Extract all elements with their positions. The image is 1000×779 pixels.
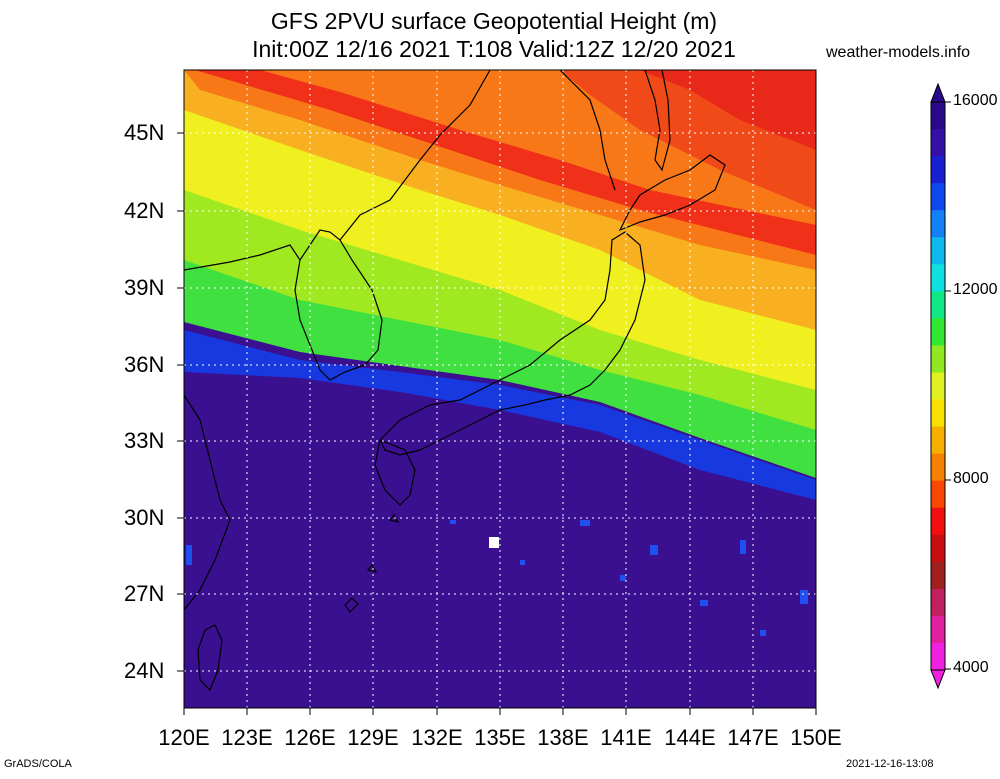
grid-lines — [184, 70, 816, 708]
lon-label: 150E — [790, 725, 842, 750]
colorbar-segment — [931, 264, 945, 292]
colorbar-label: 4000 — [953, 659, 989, 676]
lat-label: 45N — [124, 120, 165, 145]
lon-label: 120E — [158, 725, 210, 750]
footer-right: 2021-12-16-13:08 — [846, 758, 934, 770]
colorbar-segment — [931, 318, 945, 346]
colorbar-segment — [931, 534, 945, 563]
coastlines — [184, 70, 726, 692]
colorbar-label: 16000 — [953, 92, 998, 109]
lat-label: 24N — [124, 658, 165, 683]
lat-label: 42N — [124, 198, 165, 223]
colorbar-segment — [931, 291, 945, 319]
lat-label: 33N — [124, 428, 165, 453]
colorbar-label: 8000 — [953, 470, 989, 487]
lon-label: 135E — [474, 725, 526, 750]
chart-subtitle: Init:00Z 12/16 2021 T:108 Valid:12Z 12/2… — [252, 36, 736, 62]
lon-label: 138E — [537, 725, 589, 750]
lon-label: 144E — [664, 725, 716, 750]
colorbar-segment — [931, 480, 945, 509]
lat-label: 30N — [124, 505, 165, 530]
colorbar-segment — [931, 183, 945, 211]
colorbar-segment — [931, 453, 945, 482]
colorbar-segment — [931, 642, 945, 671]
lat-label: 36N — [124, 352, 165, 377]
colorbar-segment — [931, 129, 945, 157]
field-speckles — [186, 520, 808, 636]
colorbar-top-arrow — [930, 82, 946, 103]
colorbar-label: 12000 — [953, 281, 998, 298]
lon-label: 129E — [347, 725, 399, 750]
colorbar-segment — [931, 426, 945, 455]
lon-label: 147E — [727, 725, 779, 750]
lat-label: 39N — [124, 275, 165, 300]
lon-label: 126E — [284, 725, 336, 750]
colorbar-segment — [931, 156, 945, 184]
footer-left: GrADS/COLA — [4, 758, 72, 770]
colorbar-segment — [931, 588, 945, 617]
axis-ticks — [177, 132, 817, 715]
lat-label: 27N — [124, 581, 165, 606]
lon-label: 132E — [411, 725, 463, 750]
colorbar — [930, 82, 951, 690]
source-label: weather-models.info — [826, 44, 971, 61]
colorbar-segment — [931, 102, 945, 130]
station-marker — [489, 537, 499, 548]
colorbar-bottom-arrow — [930, 669, 946, 690]
colorbar-segment — [931, 345, 945, 373]
colorbar-segment — [931, 615, 945, 644]
field-blue-band — [184, 330, 816, 500]
colorbar-segment — [931, 561, 945, 590]
field-red-streak — [195, 70, 816, 255]
colorbar-frame — [930, 101, 946, 671]
colorbar-segment — [931, 507, 945, 536]
height-field — [184, 70, 816, 708]
lon-label: 123E — [221, 725, 273, 750]
colorbar-segment — [931, 210, 945, 238]
colorbar-segment — [931, 399, 945, 428]
field-ne-red2 — [640, 70, 816, 150]
colorbar-segment — [931, 237, 945, 265]
chart-title: GFS 2PVU surface Geopotential Height (m) — [270, 8, 718, 34]
lon-label: 141E — [600, 725, 652, 750]
colorbar-segment — [931, 372, 945, 401]
